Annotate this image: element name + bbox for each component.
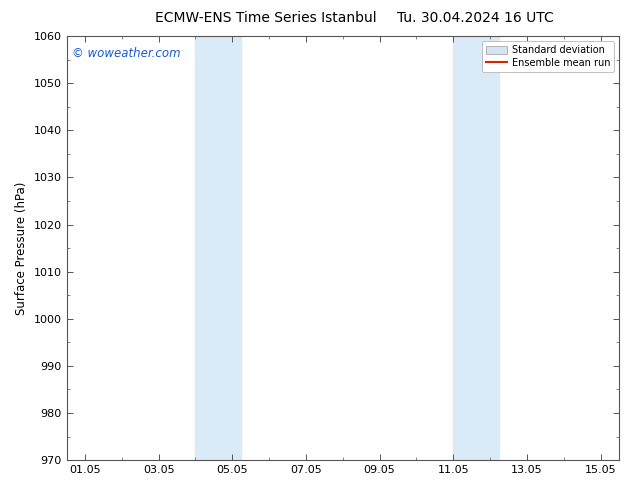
Text: Tu. 30.04.2024 16 UTC: Tu. 30.04.2024 16 UTC: [397, 11, 554, 25]
Y-axis label: Surface Pressure (hPa): Surface Pressure (hPa): [15, 181, 28, 315]
Bar: [453, 36, 500, 460]
Bar: [195, 36, 242, 460]
Text: © woweather.com: © woweather.com: [72, 47, 181, 60]
Text: ECMW-ENS Time Series Istanbul: ECMW-ENS Time Series Istanbul: [155, 11, 377, 25]
Legend: Standard deviation, Ensemble mean run: Standard deviation, Ensemble mean run: [482, 41, 614, 72]
